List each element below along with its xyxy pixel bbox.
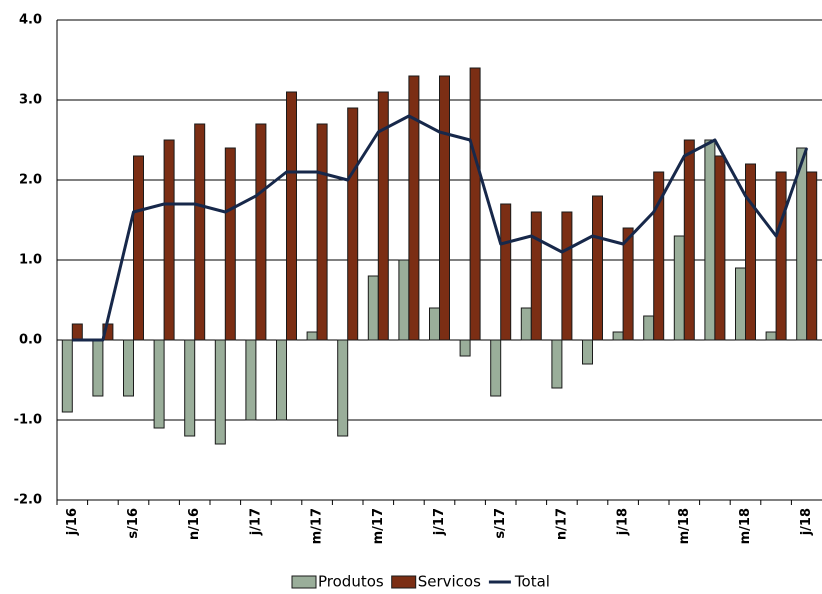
legend-label: Produtos [318,573,384,591]
bar [704,139,716,341]
bar [214,339,226,445]
y-tick-label: 0.0 [19,333,42,348]
bar [398,259,410,341]
bar [61,339,73,413]
y-tick-label: 4.0 [19,13,42,28]
x-tick-label: m/17 [371,508,386,544]
bar [367,275,379,341]
bar [561,211,573,341]
bar [643,315,655,341]
bar [520,307,532,341]
y-tick-label: 1.0 [19,253,42,268]
bar [429,307,440,341]
y-tick-label: -1.0 [14,413,42,428]
bar [347,107,359,341]
bar [735,267,746,341]
y-tick-label: 2.0 [19,173,42,188]
bar [490,339,502,397]
bar [153,339,165,429]
bar [224,147,236,341]
x-tick-label: m/18 [738,508,753,544]
bar [439,75,450,341]
x-tick-label: j/17 [248,508,263,536]
bar [806,171,818,341]
bar [123,339,134,397]
bar [255,123,267,341]
line [72,114,809,342]
bar [306,331,318,341]
bar [469,67,481,341]
bar [194,123,206,341]
legend-label: Servicos [418,573,481,591]
x-tick-label: n/16 [187,508,202,540]
bar [500,203,512,341]
legend-label: Total [514,573,550,591]
bar [377,91,389,341]
bar [714,155,726,341]
bar [592,195,603,341]
bar [612,331,624,341]
bar [745,163,756,341]
bar [653,171,665,341]
bar [245,339,257,421]
bar [184,339,196,437]
bar [775,171,787,341]
bar [622,227,634,341]
x-tick-label: j/18 [616,508,631,536]
bar [276,339,287,421]
y-tick-label: 3.0 [19,93,42,108]
x-tick-label: m/17 [310,508,325,544]
bar [673,235,685,341]
x-tick-label: s/17 [493,508,508,539]
x-tick-label: j/16 [65,508,80,536]
bar [286,91,297,341]
bar [530,211,542,341]
bar [71,323,83,341]
x-tick-label: n/17 [554,508,569,540]
bar [765,331,777,341]
bar [337,339,349,437]
bar [683,139,695,341]
x-tick-label: m/18 [677,508,692,544]
x-tick-label: j/18 [799,508,814,536]
legend-swatch [391,575,417,589]
bar [551,339,563,389]
bar [92,339,104,397]
legend-swatch [291,575,317,589]
bar [133,155,144,341]
x-tick-label: s/16 [126,508,141,539]
x-tick-label: j/17 [432,508,447,536]
y-tick-label: -2.0 [14,493,42,508]
bar [408,75,420,341]
bar [163,139,175,341]
bar [316,123,328,341]
bar [459,339,471,357]
bar [582,339,593,365]
